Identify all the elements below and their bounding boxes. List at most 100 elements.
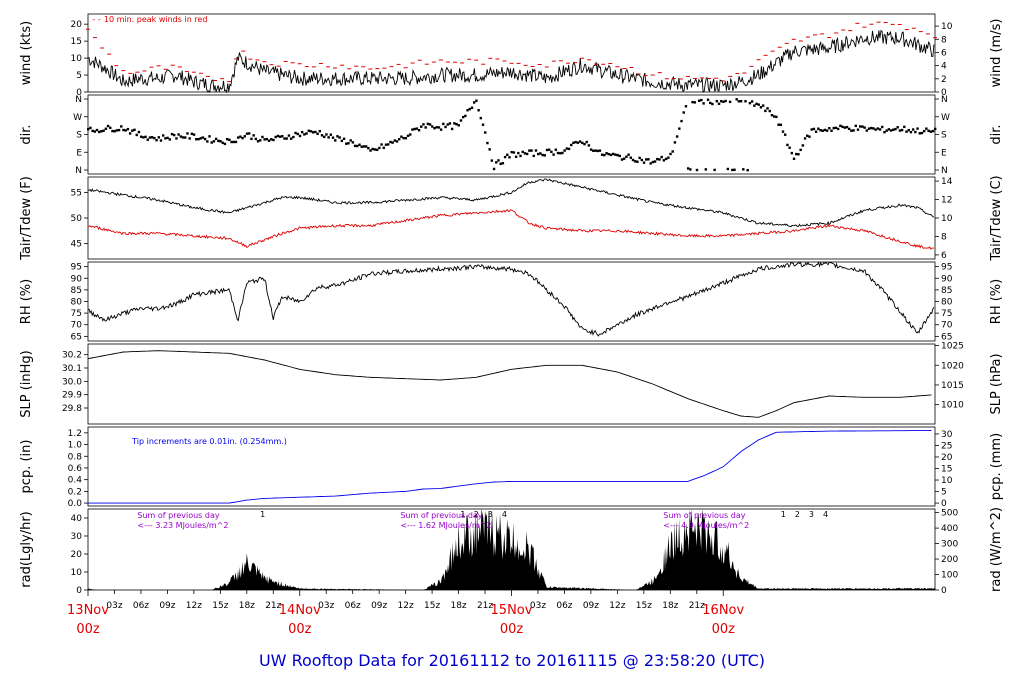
dir-point <box>784 133 787 136</box>
dir-point <box>219 140 222 143</box>
dir-point <box>309 130 313 133</box>
dir-point <box>581 141 584 145</box>
dir-point <box>453 122 456 125</box>
ytick-label-left: 30 <box>71 532 83 542</box>
dir-point <box>598 149 602 152</box>
dir-point <box>375 148 379 152</box>
dir-point <box>272 138 275 142</box>
dir-point <box>503 155 507 159</box>
dir-point <box>501 162 505 165</box>
dir-point <box>845 125 849 129</box>
dir-point <box>111 129 114 133</box>
dir-point <box>303 133 306 136</box>
dir-point <box>528 149 531 152</box>
dir-point <box>733 168 736 171</box>
ytick-label-left: 50 <box>71 214 83 224</box>
dir-point <box>137 130 141 134</box>
dir-point <box>898 129 902 132</box>
ytick-label-left: 0.4 <box>68 476 83 486</box>
dir-point <box>479 116 483 120</box>
dir-point <box>133 128 136 131</box>
dir-point <box>157 136 160 139</box>
dir-point <box>611 152 615 156</box>
dir-point <box>236 136 240 139</box>
ytick-label-left: 29.9 <box>62 391 82 401</box>
dir-point <box>212 140 216 143</box>
dir-point <box>711 102 714 106</box>
ytick-label-right: 85 <box>941 286 952 296</box>
dir-point <box>510 150 513 154</box>
dir-point <box>131 129 134 132</box>
dir-point <box>834 126 838 130</box>
dir-point <box>175 137 178 140</box>
dir-point <box>766 107 769 110</box>
dir-point <box>728 100 732 104</box>
dir-point <box>442 122 445 126</box>
dir-point <box>704 168 708 171</box>
dir-point <box>812 127 816 131</box>
dir-point <box>435 126 438 129</box>
dir-point <box>298 134 302 138</box>
dir-point <box>384 143 388 146</box>
ylabel-left-temp: Tair/Tdew (F) <box>19 176 34 261</box>
dir-point <box>715 99 719 103</box>
dir-point <box>382 146 385 150</box>
dir-point <box>380 143 383 146</box>
dir-point <box>622 157 626 160</box>
dir-point <box>673 141 677 144</box>
dir-point <box>695 168 699 172</box>
ytick-label-right: 0 <box>941 499 947 509</box>
dir-point <box>596 149 599 153</box>
dir-point <box>457 124 460 127</box>
dir-point <box>854 124 857 128</box>
ytick-label-right: 90 <box>941 274 953 284</box>
ytick-label-left: N <box>75 95 82 105</box>
dir-point <box>225 137 229 141</box>
dir-point <box>311 131 315 134</box>
panel-frame-wind <box>87 13 936 93</box>
dir-point <box>287 134 291 137</box>
dir-point <box>737 100 741 103</box>
ytick-label-right: 1015 <box>941 381 964 391</box>
rad-sum-line1-3: Sum of previous day <box>663 511 745 520</box>
ylabel-right-wind: wind (m/s) <box>989 19 1004 88</box>
dir-point <box>252 134 255 137</box>
ytick-label-right: 500 <box>941 509 958 519</box>
dir-point <box>270 138 273 141</box>
dir-point <box>817 127 820 130</box>
rad-marker-1: 1 <box>781 510 786 519</box>
dir-point <box>744 100 747 103</box>
ytick-label-right: 8 <box>941 232 947 242</box>
ytick-label-left: 55 <box>71 188 82 198</box>
dir-point <box>892 128 895 131</box>
rad-marker-4: 4 <box>502 510 507 519</box>
xtick-label: 18z <box>450 601 466 611</box>
dir-point <box>148 136 152 139</box>
dir-point <box>532 154 535 158</box>
dir-point <box>634 160 637 163</box>
dir-point <box>362 145 366 148</box>
dir-point <box>896 126 899 129</box>
rad-marker-3: 3 <box>809 510 814 519</box>
dir-point <box>243 135 247 138</box>
dir-point <box>492 167 496 171</box>
dir-point <box>490 159 494 162</box>
dir-point <box>426 122 430 126</box>
xtick-label: 15z <box>212 601 228 611</box>
dir-point <box>351 141 355 144</box>
ytick-label-left: W <box>73 113 82 123</box>
dir-point <box>228 138 231 142</box>
radiation-area <box>88 509 935 590</box>
dir-point <box>400 135 403 138</box>
ytick-label-right: W <box>941 113 950 123</box>
dir-point <box>261 135 264 139</box>
dir-point <box>861 125 864 128</box>
dir-point <box>541 153 544 157</box>
dir-point <box>587 144 591 147</box>
ytick-label-right: 8 <box>941 35 947 45</box>
dir-point <box>186 132 189 135</box>
dir-point <box>821 129 824 132</box>
dir-point <box>653 160 657 163</box>
dir-point <box>603 153 606 157</box>
dir-point <box>830 129 833 132</box>
